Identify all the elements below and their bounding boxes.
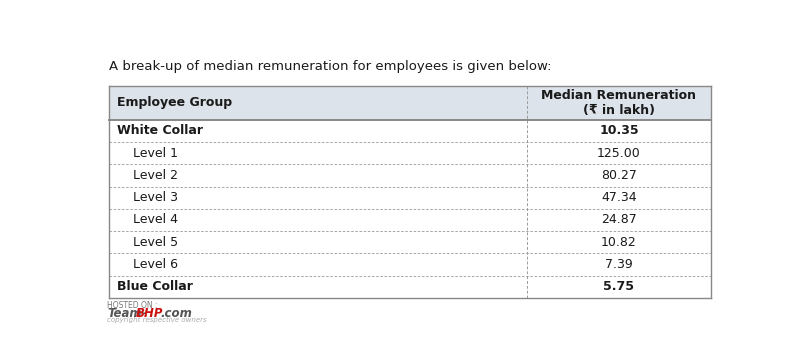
- Text: 125.00: 125.00: [597, 146, 641, 160]
- Text: Employee Group: Employee Group: [117, 96, 232, 109]
- Text: A break-up of median remuneration for employees is given below:: A break-up of median remuneration for em…: [110, 60, 552, 73]
- Bar: [110, 86, 710, 120]
- Text: Team-: Team-: [107, 306, 147, 320]
- Text: Level 1: Level 1: [117, 146, 178, 160]
- Text: Level 3: Level 3: [117, 191, 178, 204]
- Text: .com: .com: [161, 306, 193, 320]
- Text: Blue Collar: Blue Collar: [117, 280, 193, 293]
- Text: Level 6: Level 6: [117, 258, 178, 271]
- Text: 47.34: 47.34: [601, 191, 637, 204]
- Text: 7.39: 7.39: [605, 258, 633, 271]
- Text: 10.82: 10.82: [601, 236, 637, 249]
- Text: 80.27: 80.27: [601, 169, 637, 182]
- Text: 5.75: 5.75: [603, 280, 634, 293]
- Text: 10.35: 10.35: [599, 124, 638, 137]
- Text: Level 2: Level 2: [117, 169, 178, 182]
- Text: Median Remuneration
(₹ in lakh): Median Remuneration (₹ in lakh): [542, 89, 697, 117]
- Text: White Collar: White Collar: [117, 124, 202, 137]
- Text: 24.87: 24.87: [601, 213, 637, 227]
- Bar: [110, 120, 710, 298]
- Text: copyright respective owners: copyright respective owners: [107, 317, 207, 323]
- Text: HOSTED ON :: HOSTED ON :: [107, 301, 158, 310]
- Text: Level 5: Level 5: [117, 236, 178, 249]
- Text: Level 4: Level 4: [117, 213, 178, 227]
- Text: BHP: BHP: [136, 306, 163, 320]
